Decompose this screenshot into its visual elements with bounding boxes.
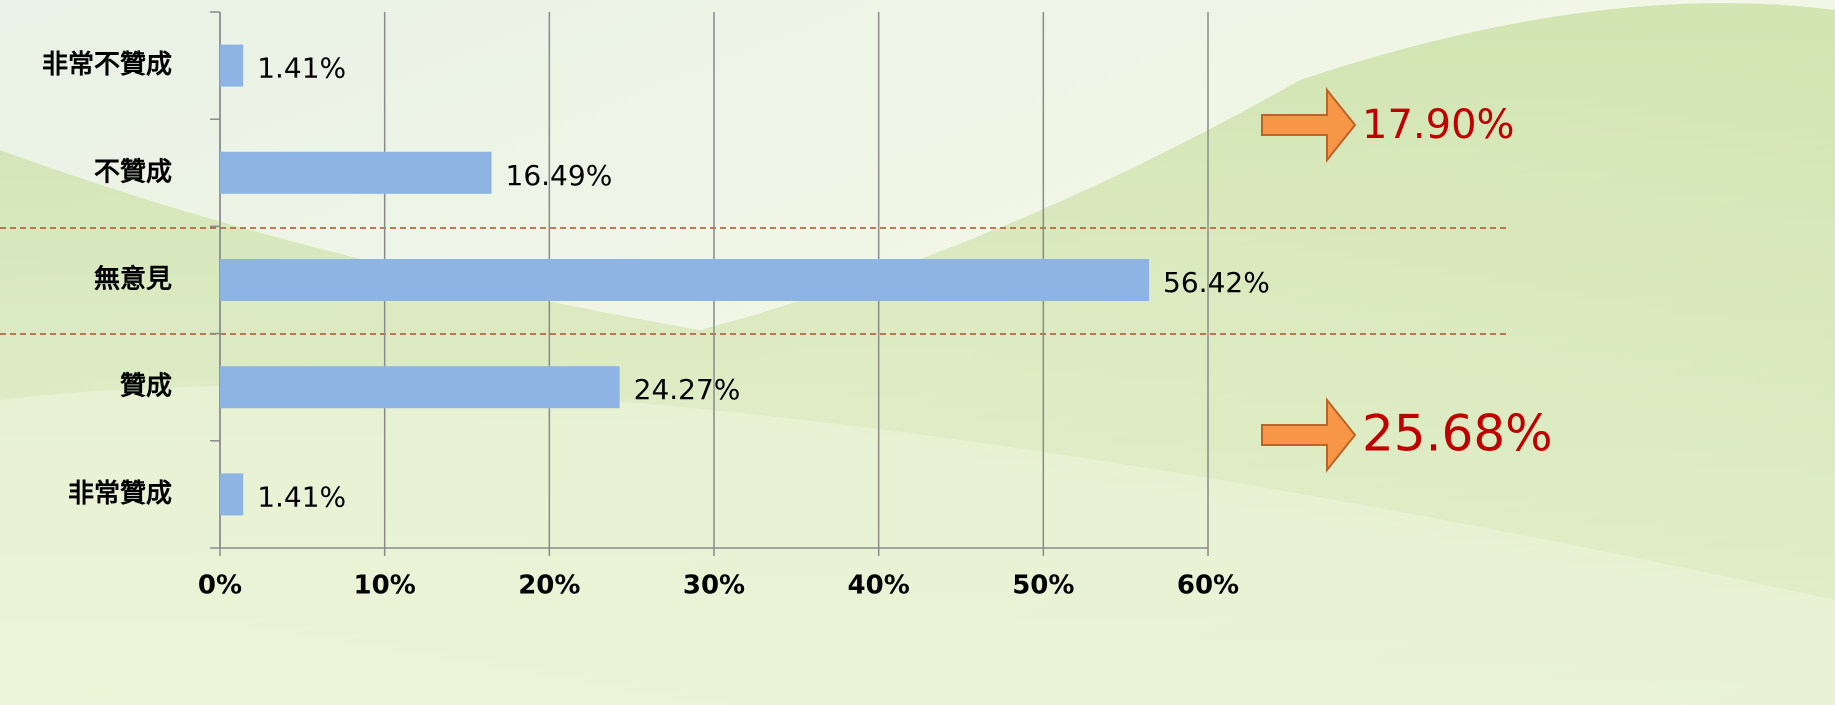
bar xyxy=(220,366,620,409)
arrow xyxy=(1261,87,1357,163)
value-label: 1.41% xyxy=(257,52,346,85)
value-label: 24.27% xyxy=(634,373,741,406)
arrow xyxy=(1261,397,1357,473)
y-tick-label: 無意見 xyxy=(94,264,172,295)
y-tick-label: 非常不贊成 xyxy=(42,50,172,80)
x-tick-label: 20% xyxy=(518,571,580,601)
value-label: 56.42% xyxy=(1163,266,1270,299)
y-tick-label: 不贊成 xyxy=(94,157,172,187)
bar xyxy=(220,259,1150,301)
bar xyxy=(220,44,244,87)
bar xyxy=(220,151,492,194)
annotation: 25.68% xyxy=(1362,405,1553,463)
value-label: 16.49% xyxy=(506,159,613,192)
hill xyxy=(0,385,1835,705)
x-tick-label: 0% xyxy=(198,571,242,601)
value-label: 1.41% xyxy=(257,480,346,513)
x-tick-label: 60% xyxy=(1177,571,1239,601)
x-tick-label: 10% xyxy=(354,571,416,601)
annotation: 17.90% xyxy=(1362,102,1515,148)
x-tick-label: 30% xyxy=(683,571,745,601)
bar xyxy=(220,473,244,516)
x-tick-label: 50% xyxy=(1012,571,1074,601)
x-tick-label: 40% xyxy=(848,571,910,601)
y-tick-label: 贊成 xyxy=(120,372,172,402)
y-tick-label: 非常贊成 xyxy=(68,479,172,509)
